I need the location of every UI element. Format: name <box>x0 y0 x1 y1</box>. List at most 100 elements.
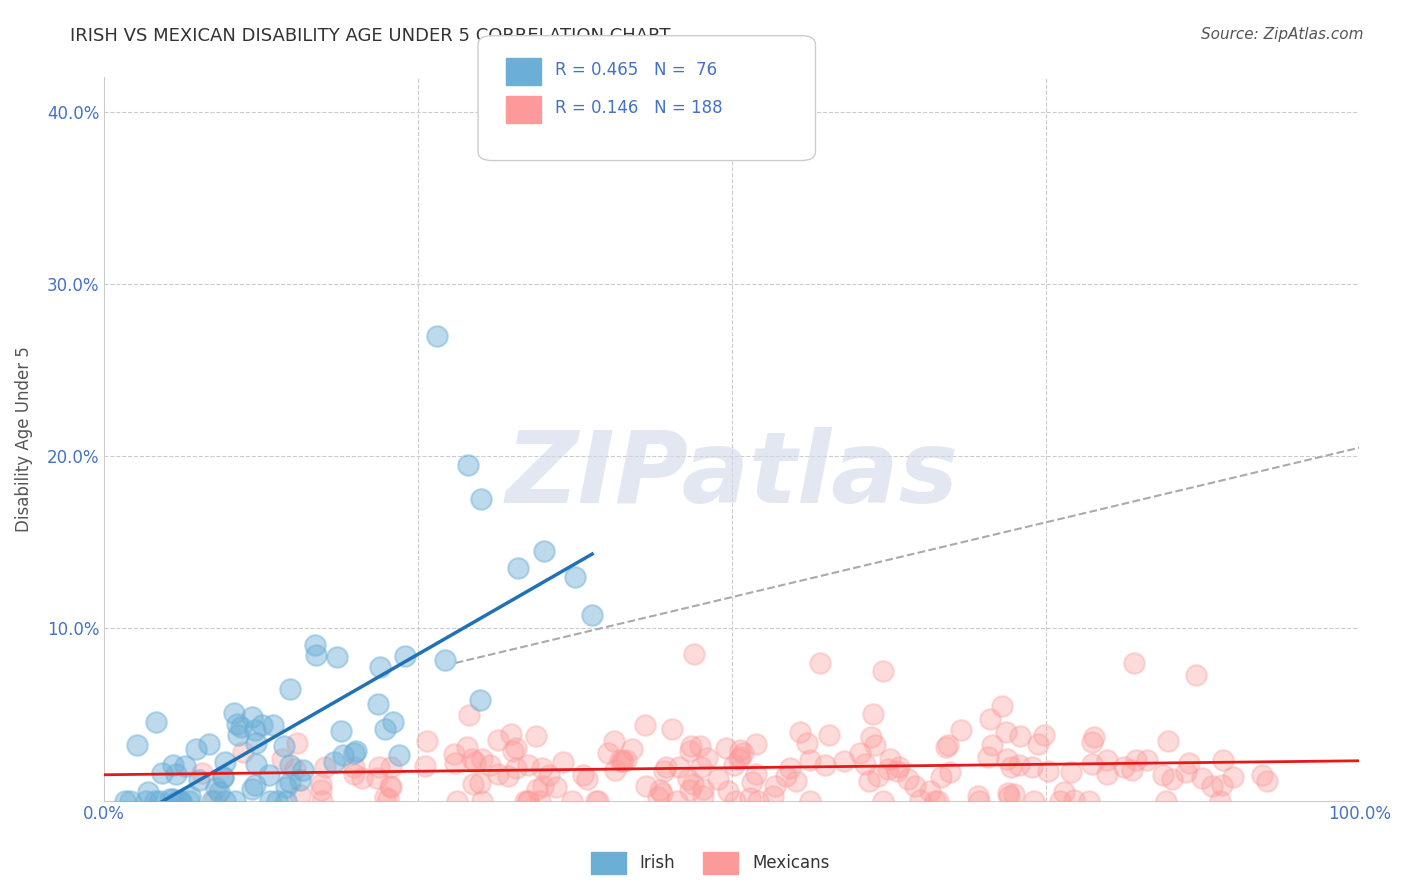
Point <box>761 789 783 804</box>
Point <box>169 794 191 808</box>
Point <box>789 725 811 739</box>
Point <box>661 723 683 737</box>
Point <box>470 492 492 507</box>
Point <box>468 776 491 790</box>
Point <box>728 752 751 766</box>
Point <box>314 760 336 774</box>
Point <box>311 783 333 797</box>
Point <box>505 760 527 774</box>
Point <box>285 736 308 750</box>
Point <box>995 752 1018 766</box>
Point <box>478 758 501 772</box>
Point <box>1083 731 1105 745</box>
Point <box>224 794 246 808</box>
Point <box>609 753 631 767</box>
Point <box>991 699 1014 714</box>
Point <box>291 763 314 777</box>
Point <box>1081 756 1104 771</box>
Point <box>232 745 254 759</box>
Point <box>872 794 894 808</box>
Point <box>834 754 856 768</box>
Point <box>924 794 946 808</box>
Point <box>676 772 699 786</box>
Point <box>1152 768 1174 782</box>
Point <box>517 794 540 808</box>
Point <box>524 729 547 743</box>
Point <box>517 757 540 772</box>
Point <box>621 741 644 756</box>
Point <box>586 794 609 808</box>
Point <box>276 780 298 794</box>
Point <box>866 769 889 783</box>
Point <box>513 794 536 808</box>
Point <box>208 784 231 798</box>
Point <box>311 794 333 808</box>
Point <box>214 755 236 769</box>
Point <box>1122 656 1144 670</box>
Point <box>259 794 281 808</box>
Point <box>444 756 467 770</box>
Point <box>159 791 181 805</box>
Point <box>464 756 486 770</box>
Point <box>1157 734 1180 748</box>
Point <box>1256 773 1278 788</box>
Point <box>950 723 973 737</box>
Point <box>1185 668 1208 682</box>
Point <box>692 789 714 803</box>
Point <box>127 738 149 752</box>
Point <box>508 561 530 575</box>
Point <box>204 792 226 806</box>
Point <box>724 794 747 808</box>
Point <box>1211 778 1233 792</box>
Point <box>165 766 187 780</box>
Point <box>1000 759 1022 773</box>
Point <box>531 761 554 775</box>
Point <box>278 681 301 696</box>
Point <box>796 736 818 750</box>
Point <box>1125 753 1147 767</box>
Point <box>1080 735 1102 749</box>
Point <box>367 697 389 711</box>
Point <box>1063 792 1085 806</box>
Point <box>1174 765 1197 780</box>
Point <box>602 734 624 748</box>
Point <box>1022 794 1045 808</box>
Point <box>471 752 494 766</box>
Y-axis label: Disability Age Under 5: Disability Age Under 5 <box>15 346 32 532</box>
Point <box>516 794 538 808</box>
Point <box>273 739 295 753</box>
Point <box>1160 772 1182 786</box>
Point <box>352 771 374 785</box>
Point <box>1154 794 1177 808</box>
Point <box>799 794 821 808</box>
Point <box>426 328 449 343</box>
Point <box>745 767 768 781</box>
Text: IRISH VS MEXICAN DISABILITY AGE UNDER 5 CORRELATION CHART: IRISH VS MEXICAN DISABILITY AGE UNDER 5 … <box>70 27 671 45</box>
Point <box>394 648 416 663</box>
Point <box>814 758 837 772</box>
Point <box>979 712 1001 726</box>
Point <box>388 748 411 763</box>
Point <box>728 743 751 757</box>
Point <box>456 740 478 755</box>
Point <box>808 656 831 670</box>
Point <box>745 737 768 751</box>
Point <box>162 792 184 806</box>
Point <box>204 780 226 795</box>
Point <box>799 753 821 767</box>
Point <box>995 725 1018 739</box>
Point <box>173 759 195 773</box>
Point <box>222 706 245 721</box>
Point <box>114 794 136 808</box>
Point <box>187 772 209 787</box>
Point <box>553 755 575 769</box>
Point <box>818 728 841 742</box>
Point <box>853 756 876 771</box>
Point <box>897 772 920 787</box>
Point <box>610 754 633 768</box>
Point <box>170 794 193 808</box>
Text: ZIPatlas: ZIPatlas <box>505 426 959 524</box>
Point <box>997 786 1019 800</box>
Point <box>1201 780 1223 794</box>
Point <box>166 794 188 808</box>
